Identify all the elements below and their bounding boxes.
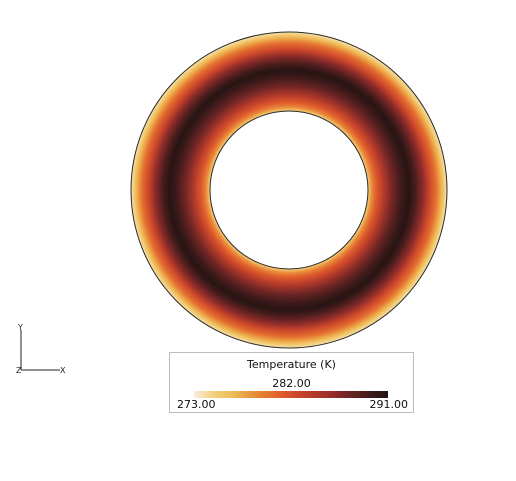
temperature-field-annulus bbox=[131, 32, 447, 348]
legend-min-value: 273.00 bbox=[177, 398, 216, 411]
legend-max-value: 291.00 bbox=[369, 398, 409, 411]
z-axis-label: Z bbox=[16, 366, 22, 375]
scalar-bar-legend[interactable]: Temperature (K) 282.00 273.00 291.00 bbox=[169, 352, 414, 413]
outer-boundary bbox=[130, 31, 448, 349]
axes-triad: Y X Z bbox=[16, 323, 66, 375]
x-axis-label: X bbox=[60, 366, 66, 375]
y-axis-label: Y bbox=[17, 323, 23, 332]
inner-boundary bbox=[209, 110, 369, 270]
legend-color-bar bbox=[194, 391, 388, 398]
legend-mid-value: 282.00 bbox=[272, 377, 311, 390]
legend-title: Temperature (K) bbox=[247, 358, 336, 371]
